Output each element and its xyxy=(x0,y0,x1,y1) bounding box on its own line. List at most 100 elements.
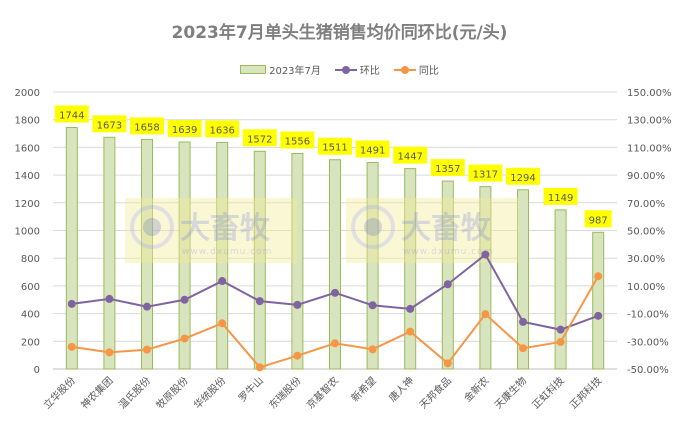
x-category-label: 天康生物 xyxy=(492,374,529,411)
y-right-tick-label: 10.00% xyxy=(627,282,665,293)
x-category-label: 罗牛山 xyxy=(236,374,266,404)
data-label: 1636 xyxy=(209,125,234,136)
data-label-bg xyxy=(130,117,164,135)
x-category-label: 唐人神 xyxy=(386,374,416,404)
y-left-tick-label: 200 xyxy=(21,337,40,348)
line-marker-icon xyxy=(293,351,302,360)
bar xyxy=(329,159,341,370)
line-marker-icon xyxy=(443,359,452,368)
x-category-label: 东瑞股份 xyxy=(266,374,303,411)
y-left-tick-label: 800 xyxy=(21,254,40,265)
data-label-bg xyxy=(584,210,612,228)
data-label: 1639 xyxy=(172,125,197,136)
x-category-label: 温氏股份 xyxy=(116,375,153,412)
data-label-bg xyxy=(318,137,352,155)
line-marker-icon xyxy=(218,277,227,286)
y-left-tick-label: 1800 xyxy=(15,116,40,127)
line-marker-icon xyxy=(218,319,227,328)
data-label: 1317 xyxy=(473,170,498,181)
legend-line-marker-icon xyxy=(393,65,416,75)
legend-item-mom: 环比 xyxy=(334,62,380,77)
data-label: 1357 xyxy=(435,164,460,175)
watermark-logo-icon xyxy=(130,205,174,249)
line-marker-icon xyxy=(519,317,527,326)
line-marker-icon xyxy=(67,342,76,351)
data-label: 1447 xyxy=(397,152,422,163)
legend-bar-swatch-icon xyxy=(240,65,267,74)
line-marker-icon xyxy=(67,299,76,308)
y-left-tick-label: 1000 xyxy=(15,227,40,238)
y-right-tick-label: 30.00% xyxy=(627,254,665,265)
svg-text:www.dxumu.com: www.dxumu.com xyxy=(403,247,493,257)
data-label: 1511 xyxy=(322,143,347,154)
y-left-tick-label: 400 xyxy=(21,310,40,321)
bar xyxy=(103,136,116,370)
data-label-bg xyxy=(205,120,240,138)
bar xyxy=(441,180,454,370)
data-label: 1294 xyxy=(510,173,535,184)
y-left-tick-label: 1200 xyxy=(15,199,40,210)
line-marker-icon xyxy=(143,345,151,354)
y-right-tick-label: 70.00% xyxy=(627,199,665,210)
y-left-tick-label: 600 xyxy=(21,282,40,293)
y-right-tick-label: 150.00% xyxy=(627,88,672,99)
y-right-tick-label: -30.00% xyxy=(627,337,669,348)
legend-label: 2023年7月 xyxy=(269,66,321,77)
line-marker-icon xyxy=(556,325,565,334)
data-label-bg xyxy=(54,105,89,123)
data-label: 1149 xyxy=(548,193,573,204)
legend-item-bar: 2023年7月 xyxy=(240,62,321,77)
y-right-tick-label: 50.00% xyxy=(627,227,665,238)
line-marker-icon xyxy=(255,363,264,372)
svg-text:大畜牧: 大畜牧 xyxy=(180,211,271,246)
bar xyxy=(592,231,605,370)
chart-legend: 2023年7月 环比 同比 xyxy=(0,62,679,77)
line-marker-icon xyxy=(105,348,114,357)
x-category-label: 天邦食品 xyxy=(416,374,453,411)
watermark-logo-icon xyxy=(351,205,395,249)
data-label: 1658 xyxy=(134,122,159,133)
data-label-bg xyxy=(543,187,578,205)
y-left-tick-label: 2000 xyxy=(15,88,40,99)
y-right-tick-label: 90.00% xyxy=(627,171,665,182)
line-marker-icon xyxy=(180,295,189,304)
data-label-bg xyxy=(468,164,503,182)
line-marker-icon xyxy=(556,337,565,346)
bar xyxy=(479,186,492,370)
line-marker-icon xyxy=(255,297,264,306)
y-left-tick-label: 1400 xyxy=(15,171,40,182)
chart-title: 2023年7月单头生猪销售均价同环比(元/头) xyxy=(171,23,508,43)
line-marker-icon xyxy=(331,339,339,348)
bar xyxy=(517,189,529,370)
line-marker-icon xyxy=(481,310,490,319)
data-label: 1744 xyxy=(59,110,84,121)
data-label: 1491 xyxy=(360,145,385,156)
legend-line-marker-icon xyxy=(334,65,357,75)
line-marker-icon xyxy=(519,344,527,353)
data-label: 1673 xyxy=(97,120,122,131)
data-label: 1572 xyxy=(247,134,272,145)
data-label-bg xyxy=(430,159,465,177)
line-marker-icon xyxy=(331,288,339,297)
legend-item-yoy: 同比 xyxy=(393,62,439,77)
data-label-bg xyxy=(506,167,540,185)
svg-text:大畜牧: 大畜牧 xyxy=(401,211,492,246)
bar xyxy=(178,141,191,370)
line-marker-icon xyxy=(180,334,189,343)
legend-label: 环比 xyxy=(359,66,380,77)
x-category-label: 神农集团 xyxy=(78,374,115,411)
y-right-tick-label: -10.00% xyxy=(627,310,669,321)
x-category-label: 正虹科技 xyxy=(529,374,566,411)
bar xyxy=(65,126,78,370)
data-label-bg xyxy=(167,119,202,137)
data-label-bg xyxy=(393,146,428,164)
y-right-tick-label: -50.00% xyxy=(627,365,669,376)
svg-text:www.dxumu.com: www.dxumu.com xyxy=(182,247,272,257)
legend-label: 同比 xyxy=(418,66,439,77)
bar xyxy=(291,152,304,370)
line-marker-icon xyxy=(594,272,603,281)
line-marker-icon xyxy=(143,302,151,311)
